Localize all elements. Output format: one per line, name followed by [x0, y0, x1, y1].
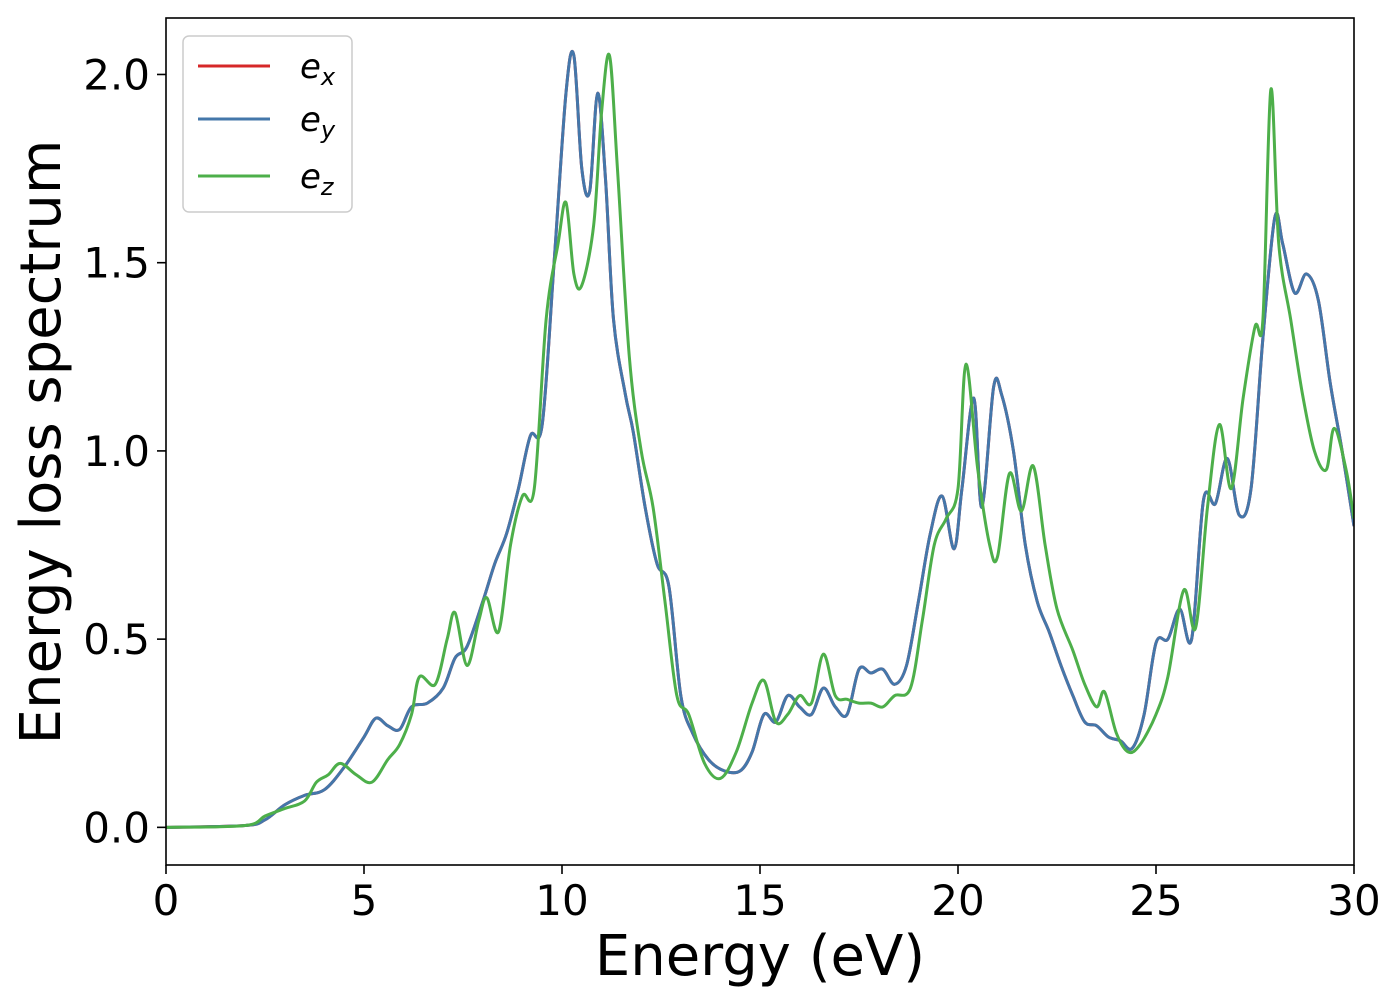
- legend-label-ey: ey: [300, 100, 336, 144]
- x-tick-label: 15: [733, 876, 786, 925]
- plot-frame: [165, 17, 1355, 866]
- x-axis-title: Energy (eV): [595, 924, 925, 989]
- x-tick-label: 5: [351, 876, 378, 925]
- y-tick-label: 1.5: [83, 239, 150, 288]
- x-tick-label: 25: [1129, 876, 1182, 925]
- y-tick-label: 0.5: [83, 615, 150, 664]
- y-tick-label: 0.0: [83, 803, 150, 852]
- legend-label-ez: ez: [300, 157, 335, 201]
- y-axis-title: Energy loss spectrum: [9, 140, 74, 745]
- x-tick-label: 20: [931, 876, 984, 925]
- x-tick-label: 30: [1327, 876, 1380, 925]
- legend-label-ex: ex: [300, 47, 336, 91]
- series-line-ez: [166, 52, 1354, 829]
- y-tick-label: 2.0: [83, 50, 150, 99]
- y-tick-label: 1.0: [83, 427, 150, 476]
- x-tick-label: 10: [535, 876, 588, 925]
- legend: ex ey ez: [182, 35, 353, 213]
- series-line-ey: [166, 49, 1354, 829]
- legend-box: [182, 35, 353, 213]
- x-tick-label: 0: [153, 876, 180, 925]
